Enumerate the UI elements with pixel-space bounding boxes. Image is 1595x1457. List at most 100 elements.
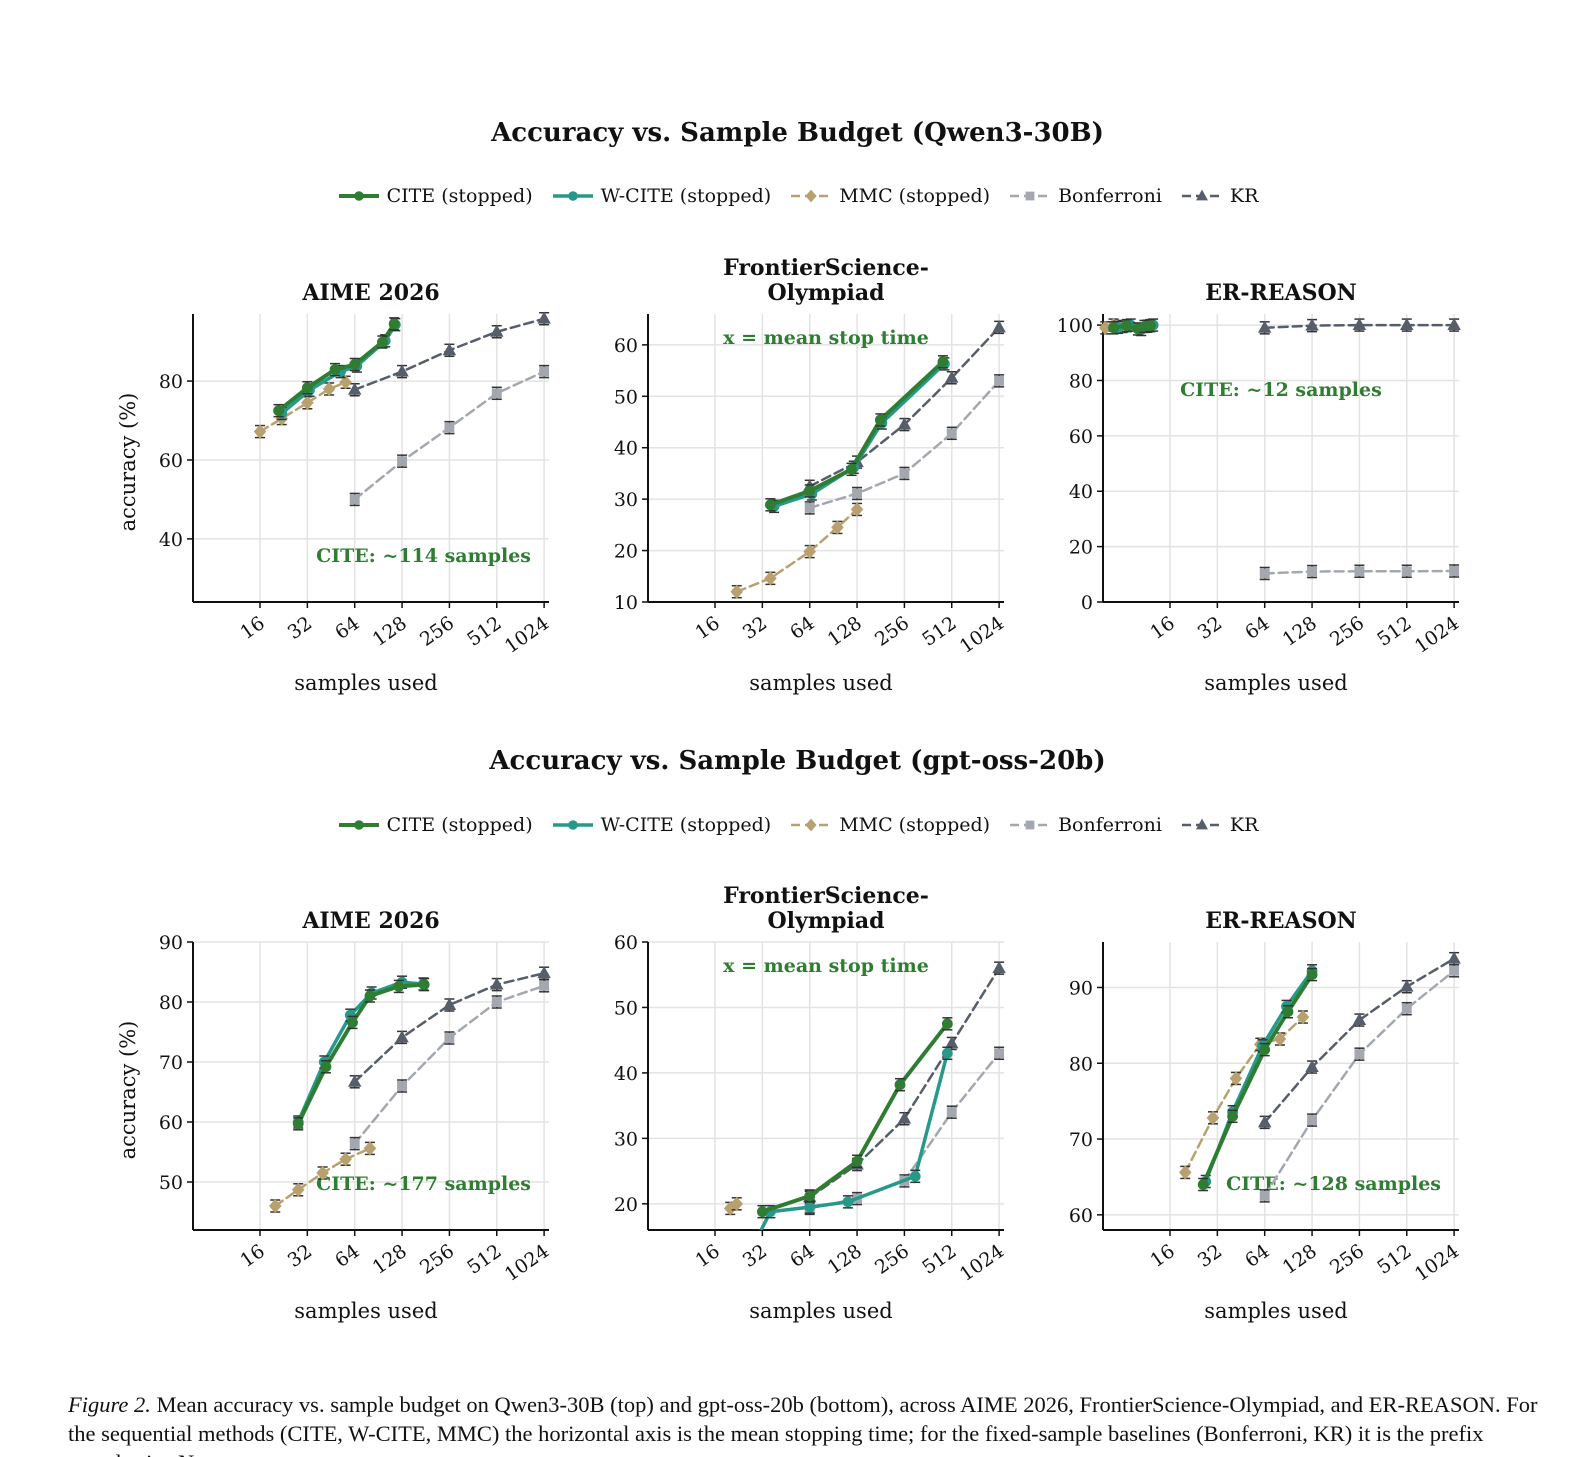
y-tick-label: 20 bbox=[614, 541, 638, 563]
legend-swatch bbox=[1010, 191, 1051, 201]
data-point bbox=[897, 417, 912, 430]
data-point bbox=[388, 318, 400, 330]
data-point bbox=[1206, 1110, 1220, 1126]
row-title-gpt-oss: Accuracy vs. Sample Budget (gpt-oss-20b) bbox=[489, 746, 1106, 776]
panel-title: Olympiad bbox=[768, 908, 885, 934]
data-point bbox=[444, 422, 455, 433]
y-tick-label: 60 bbox=[1069, 426, 1093, 448]
data-point bbox=[764, 571, 777, 586]
data-point bbox=[1306, 969, 1318, 980]
legend-swatch bbox=[338, 820, 379, 830]
panel-annotation: CITE: ~128 samples bbox=[1226, 1173, 1441, 1195]
data-point bbox=[842, 1196, 854, 1208]
data-point bbox=[1144, 320, 1156, 332]
legend-label: CITE (stopped) bbox=[386, 185, 533, 207]
legend-marker bbox=[805, 189, 817, 203]
data-point bbox=[1400, 317, 1414, 331]
series-cite bbox=[1197, 967, 1318, 1192]
panel-annotation: x = mean stop time bbox=[723, 955, 929, 977]
figure-caption: Figure 2. Mean accuracy vs. sample budge… bbox=[68, 1390, 1538, 1457]
data-point bbox=[377, 336, 388, 348]
data-point bbox=[1400, 979, 1414, 992]
y-tick-label: 80 bbox=[159, 371, 183, 393]
legend-marker bbox=[567, 191, 578, 201]
y-tick-label: 40 bbox=[614, 438, 638, 460]
data-point bbox=[846, 463, 857, 475]
data-point bbox=[894, 1079, 906, 1091]
series-line bbox=[1263, 569, 1456, 575]
series-line bbox=[1183, 1015, 1305, 1174]
series-cite bbox=[292, 977, 430, 1131]
data-point bbox=[1401, 1003, 1412, 1014]
legend-label: Bonferroni bbox=[1058, 814, 1162, 836]
data-point bbox=[992, 960, 1006, 974]
legend-swatch bbox=[338, 191, 379, 201]
legend-item: KR bbox=[1180, 185, 1258, 207]
data-point bbox=[1447, 317, 1461, 331]
data-point bbox=[490, 324, 504, 337]
data-point bbox=[1259, 1044, 1271, 1056]
legend-item: KR bbox=[1180, 814, 1259, 836]
legend-swatch bbox=[552, 191, 593, 201]
data-point bbox=[1305, 318, 1319, 331]
y-tick-label: 20 bbox=[614, 1194, 638, 1216]
data-point bbox=[364, 990, 376, 1002]
legend-marker bbox=[805, 818, 817, 832]
x-axis-label: samples used bbox=[749, 671, 892, 695]
data-point bbox=[395, 364, 409, 377]
data-point bbox=[852, 488, 863, 499]
data-point bbox=[851, 1155, 863, 1167]
panel-title: AIME 2026 bbox=[301, 908, 439, 934]
data-point bbox=[292, 1118, 304, 1130]
x-axis-label: samples used bbox=[1204, 1299, 1347, 1323]
panel-title: ER-REASON bbox=[1205, 280, 1356, 306]
legend-label: MMC (stopped) bbox=[839, 814, 991, 836]
data-point bbox=[320, 1061, 332, 1073]
data-point bbox=[1178, 1165, 1192, 1180]
y-tick-label: 50 bbox=[159, 1172, 183, 1194]
data-point bbox=[1307, 566, 1318, 577]
series-kr bbox=[1257, 951, 1461, 1130]
y-tick-label: 70 bbox=[159, 1052, 183, 1074]
data-point bbox=[1447, 951, 1461, 964]
legend-swatch bbox=[1010, 820, 1051, 830]
x-tick-label: 128 bbox=[1279, 1240, 1321, 1279]
data-point bbox=[1121, 320, 1133, 332]
data-point bbox=[994, 375, 1005, 386]
data-point bbox=[1449, 566, 1460, 576]
legend-label: W-CITE (stopped) bbox=[600, 814, 772, 836]
data-point bbox=[874, 414, 886, 426]
data-point bbox=[329, 364, 341, 376]
legend-swatch bbox=[791, 818, 832, 832]
y-tick-label: 80 bbox=[159, 992, 183, 1014]
series-bonferroni bbox=[349, 364, 550, 507]
legend-marker bbox=[567, 820, 578, 830]
data-point bbox=[804, 485, 816, 497]
data-point bbox=[349, 359, 361, 370]
series-mmc bbox=[268, 1141, 377, 1214]
x-axis-label: samples used bbox=[749, 1299, 892, 1323]
y-tick-label: 60 bbox=[614, 335, 638, 357]
data-point bbox=[537, 966, 551, 979]
data-point bbox=[723, 1201, 737, 1216]
data-point bbox=[945, 1036, 959, 1049]
series-kr bbox=[347, 311, 551, 397]
y-tick-label: 90 bbox=[159, 932, 183, 954]
legend-item: Bonferroni bbox=[1008, 814, 1162, 836]
data-point bbox=[253, 424, 267, 439]
data-point bbox=[899, 468, 910, 479]
legend-gpt-oss: CITE (stopped) W-CITE (stopped) MMC (stopp… bbox=[0, 810, 1595, 840]
x-axis-label: samples used bbox=[1204, 671, 1347, 695]
legend-marker bbox=[1195, 189, 1208, 201]
legend-label: KR bbox=[1229, 814, 1259, 836]
data-point bbox=[291, 1182, 305, 1197]
series-bonferroni bbox=[804, 374, 1005, 515]
panel-annotation: CITE: ~114 samples bbox=[316, 545, 531, 567]
data-point bbox=[804, 1201, 816, 1213]
series-cite bbox=[765, 355, 949, 512]
data-point bbox=[349, 494, 360, 505]
data-point bbox=[395, 1030, 409, 1043]
legend-marker bbox=[1025, 191, 1035, 201]
panel-annotation: CITE: ~177 samples bbox=[316, 1173, 531, 1195]
data-point bbox=[765, 499, 776, 511]
